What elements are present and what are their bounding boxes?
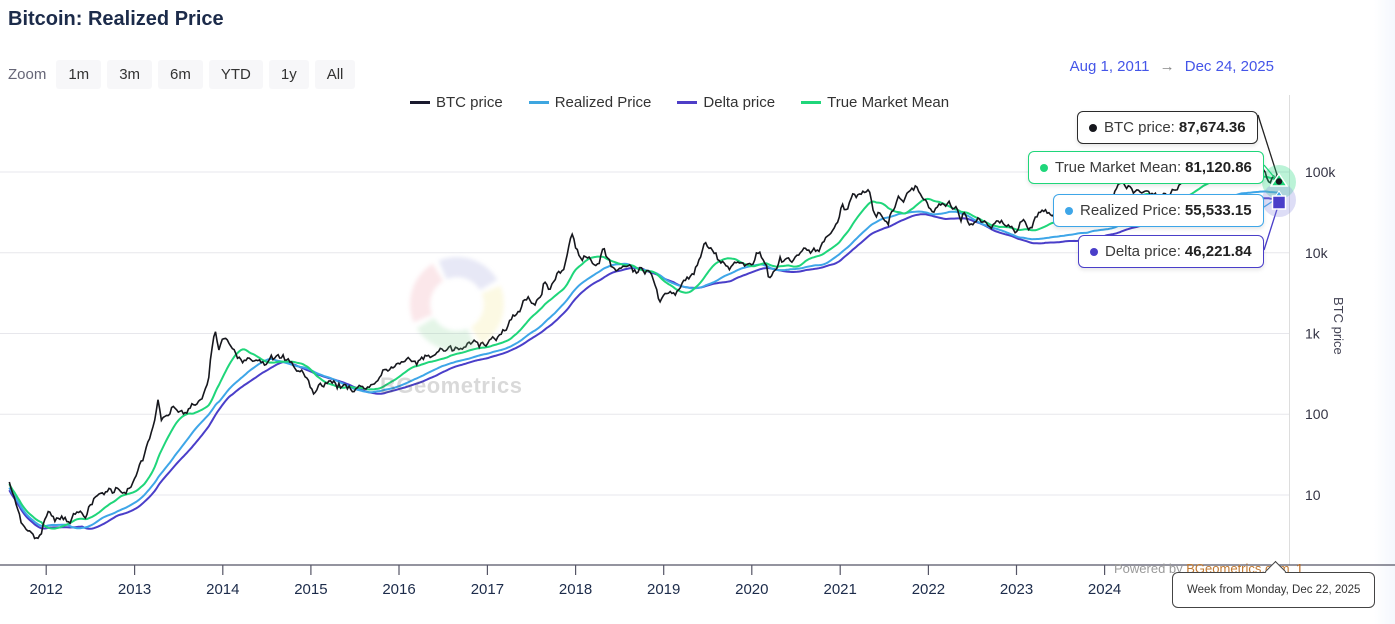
svg-text:100: 100 bbox=[1305, 406, 1329, 422]
svg-text:2022: 2022 bbox=[912, 581, 945, 598]
svg-text:2020: 2020 bbox=[735, 581, 768, 598]
svg-text:10k: 10k bbox=[1305, 245, 1329, 261]
svg-text:2018: 2018 bbox=[559, 581, 592, 598]
svg-text:2019: 2019 bbox=[647, 581, 680, 598]
svg-text:100k: 100k bbox=[1305, 164, 1336, 180]
svg-text:2023: 2023 bbox=[1000, 581, 1033, 598]
svg-text:2017: 2017 bbox=[471, 581, 504, 598]
svg-text:2016: 2016 bbox=[382, 581, 415, 598]
svg-text:2024: 2024 bbox=[1088, 581, 1121, 598]
svg-text:2012: 2012 bbox=[30, 581, 63, 598]
svg-text:2015: 2015 bbox=[294, 581, 327, 598]
svg-text:2013: 2013 bbox=[118, 581, 151, 598]
svg-text:2014: 2014 bbox=[206, 581, 239, 598]
svg-text:1k: 1k bbox=[1305, 326, 1321, 342]
svg-text:2021: 2021 bbox=[824, 581, 857, 598]
svg-text:10: 10 bbox=[1305, 487, 1321, 503]
